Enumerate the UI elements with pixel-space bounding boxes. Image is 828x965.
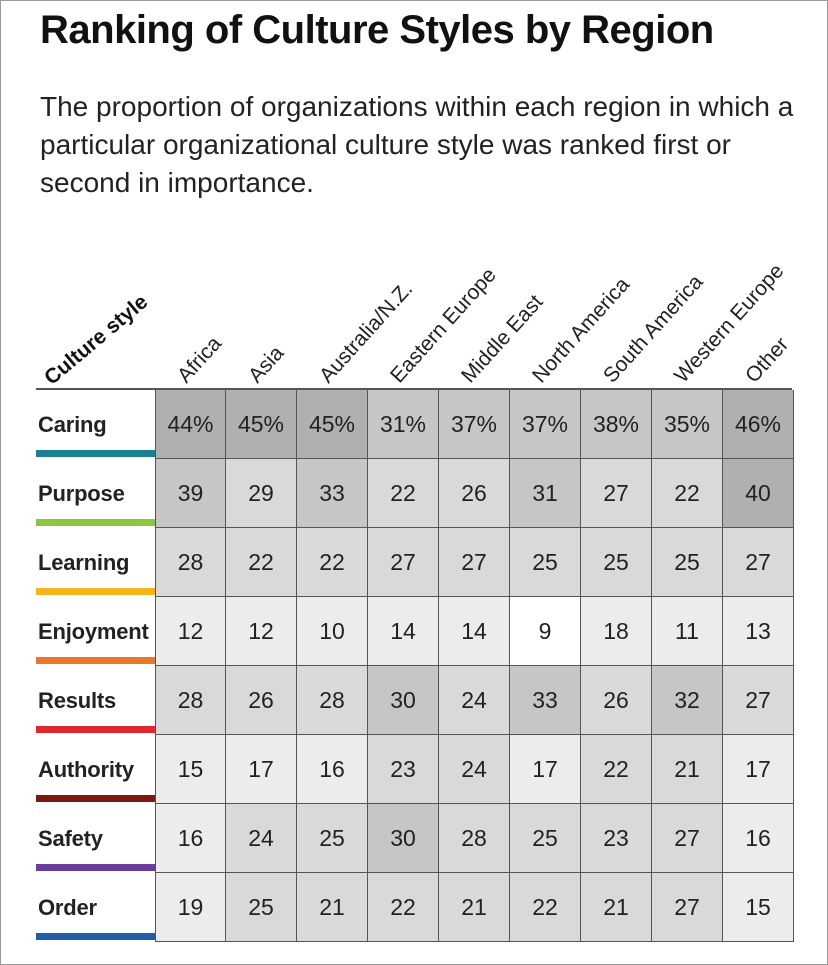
table-cell: 33 bbox=[297, 459, 368, 528]
table-cell: 39 bbox=[155, 459, 226, 528]
table-cell: 21 bbox=[439, 873, 510, 942]
row-name: Enjoyment bbox=[38, 619, 149, 644]
table-cell: 38% bbox=[581, 390, 652, 459]
table-cell: 16 bbox=[297, 735, 368, 804]
row-color-bar bbox=[36, 519, 155, 526]
table-cell: 22 bbox=[368, 459, 439, 528]
row-label: Purpose bbox=[36, 459, 155, 528]
table-cell: 28 bbox=[297, 666, 368, 735]
table-cell: 28 bbox=[439, 804, 510, 873]
table-cell: 26 bbox=[581, 666, 652, 735]
table-cell: 40 bbox=[723, 459, 794, 528]
table-cell: 32 bbox=[652, 666, 723, 735]
table-cell: 22 bbox=[652, 459, 723, 528]
table-cell: 16 bbox=[723, 804, 794, 873]
row-name: Safety bbox=[38, 826, 103, 851]
table-cell: 30 bbox=[368, 666, 439, 735]
table-cell: 30 bbox=[368, 804, 439, 873]
row-name: Authority bbox=[38, 757, 134, 782]
table-cell: 28 bbox=[155, 528, 226, 597]
table-cell: 37% bbox=[510, 390, 581, 459]
row-color-bar bbox=[36, 726, 155, 733]
table-cell: 24 bbox=[226, 804, 297, 873]
row-label: Enjoyment bbox=[36, 597, 155, 666]
chart-subtitle: The proportion of organizations within e… bbox=[40, 91, 794, 198]
table-cell: 15 bbox=[723, 873, 794, 942]
table-cell: 21 bbox=[581, 873, 652, 942]
table-cell: 27 bbox=[439, 528, 510, 597]
table-cell: 24 bbox=[439, 666, 510, 735]
row-name: Learning bbox=[38, 550, 130, 575]
table-cell: 29 bbox=[226, 459, 297, 528]
row-label: Results bbox=[36, 666, 155, 735]
table-cell: 21 bbox=[297, 873, 368, 942]
table-cell: 23 bbox=[368, 735, 439, 804]
table-cell: 15 bbox=[155, 735, 226, 804]
row-color-bar bbox=[36, 795, 155, 802]
row-name: Results bbox=[38, 688, 117, 713]
row-color-bar bbox=[36, 933, 155, 940]
table-cell: 25 bbox=[510, 528, 581, 597]
table-cell: 12 bbox=[226, 597, 297, 666]
table-cell: 27 bbox=[652, 804, 723, 873]
table-cell: 22 bbox=[297, 528, 368, 597]
table-cell: 28 bbox=[155, 666, 226, 735]
table-cell: 44% bbox=[155, 390, 226, 459]
table-cell: 22 bbox=[581, 735, 652, 804]
table-cell: 27 bbox=[368, 528, 439, 597]
row-label: Authority bbox=[36, 735, 155, 804]
row-label: Caring bbox=[36, 390, 155, 459]
table-cell: 19 bbox=[155, 873, 226, 942]
row-name: Order bbox=[38, 895, 97, 920]
table-cell: 26 bbox=[439, 459, 510, 528]
table-cell: 25 bbox=[652, 528, 723, 597]
table-cell: 17 bbox=[226, 735, 297, 804]
table-cell: 27 bbox=[723, 528, 794, 597]
table-cell: 35% bbox=[652, 390, 723, 459]
table-cell: 17 bbox=[510, 735, 581, 804]
table-cell: 25 bbox=[226, 873, 297, 942]
table-cell: 45% bbox=[226, 390, 297, 459]
table-cell: 22 bbox=[510, 873, 581, 942]
table-cell: 14 bbox=[368, 597, 439, 666]
row-color-bar bbox=[36, 864, 155, 871]
row-color-bar bbox=[36, 450, 155, 457]
table-cell: 17 bbox=[723, 735, 794, 804]
table-cell: 25 bbox=[581, 528, 652, 597]
table-cell: 22 bbox=[368, 873, 439, 942]
row-label: Order bbox=[36, 873, 155, 942]
table-cell: 31% bbox=[368, 390, 439, 459]
table-cell: 46% bbox=[723, 390, 794, 459]
table-cell: 14 bbox=[439, 597, 510, 666]
table-cell: 31 bbox=[510, 459, 581, 528]
table-cell: 25 bbox=[297, 804, 368, 873]
table-cell: 37% bbox=[439, 390, 510, 459]
table-cell: 21 bbox=[652, 735, 723, 804]
row-color-bar bbox=[36, 657, 155, 664]
row-color-bar bbox=[36, 588, 155, 595]
table-cell: 12 bbox=[155, 597, 226, 666]
table-cell: 27 bbox=[723, 666, 794, 735]
table-cell: 26 bbox=[226, 666, 297, 735]
table-cell: 23 bbox=[581, 804, 652, 873]
table-cell: 11 bbox=[652, 597, 723, 666]
table-cell: 25 bbox=[510, 804, 581, 873]
table-cell: 24 bbox=[439, 735, 510, 804]
table-cell: 27 bbox=[652, 873, 723, 942]
table-cell: 18 bbox=[581, 597, 652, 666]
row-label: Safety bbox=[36, 804, 155, 873]
row-name: Purpose bbox=[38, 481, 125, 506]
row-label: Learning bbox=[36, 528, 155, 597]
chart-title: Ranking of Culture Styles by Region bbox=[40, 8, 714, 52]
table-cell: 27 bbox=[581, 459, 652, 528]
table-cell: 9 bbox=[510, 597, 581, 666]
table-cell: 16 bbox=[155, 804, 226, 873]
heatmap-table: Caring 44% 45% 45% 31% 37% 37% 38% 35% 46% Purpose… bbox=[36, 388, 794, 946]
table-cell: 10 bbox=[297, 597, 368, 666]
table-cell: 22 bbox=[226, 528, 297, 597]
table-cell: 33 bbox=[510, 666, 581, 735]
row-name: Caring bbox=[38, 412, 107, 437]
table-cell: 45% bbox=[297, 390, 368, 459]
table-cell: 13 bbox=[723, 597, 794, 666]
